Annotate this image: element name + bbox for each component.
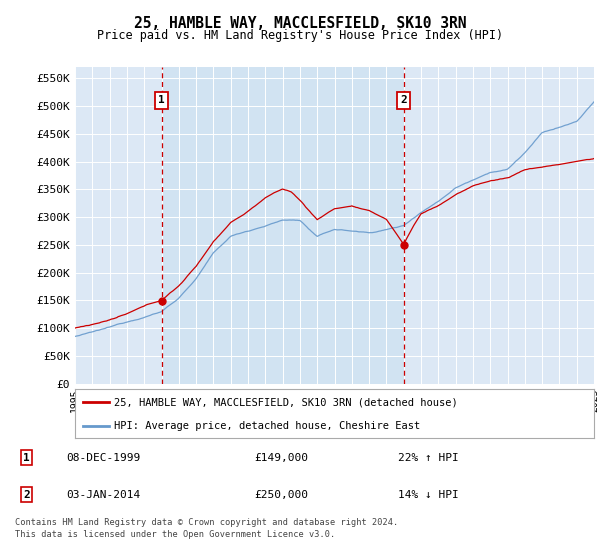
Text: This data is licensed under the Open Government Licence v3.0.: This data is licensed under the Open Gov… xyxy=(15,530,335,539)
Text: 08-DEC-1999: 08-DEC-1999 xyxy=(67,453,141,463)
Text: 22% ↑ HPI: 22% ↑ HPI xyxy=(398,453,458,463)
Text: Contains HM Land Registry data © Crown copyright and database right 2024.: Contains HM Land Registry data © Crown c… xyxy=(15,518,398,527)
Text: £250,000: £250,000 xyxy=(254,490,308,500)
Text: 2: 2 xyxy=(23,490,30,500)
Text: 03-JAN-2014: 03-JAN-2014 xyxy=(67,490,141,500)
Text: HPI: Average price, detached house, Cheshire East: HPI: Average price, detached house, Ches… xyxy=(114,421,420,431)
Text: Price paid vs. HM Land Registry's House Price Index (HPI): Price paid vs. HM Land Registry's House … xyxy=(97,29,503,42)
Text: £149,000: £149,000 xyxy=(254,453,308,463)
Text: 25, HAMBLE WAY, MACCLESFIELD, SK10 3RN: 25, HAMBLE WAY, MACCLESFIELD, SK10 3RN xyxy=(134,16,466,31)
Text: 14% ↓ HPI: 14% ↓ HPI xyxy=(398,490,458,500)
Text: 25, HAMBLE WAY, MACCLESFIELD, SK10 3RN (detached house): 25, HAMBLE WAY, MACCLESFIELD, SK10 3RN (… xyxy=(114,398,458,408)
Text: 1: 1 xyxy=(23,453,30,463)
Text: 1: 1 xyxy=(158,95,165,105)
Bar xyxy=(161,67,404,384)
Text: 2: 2 xyxy=(400,95,407,105)
